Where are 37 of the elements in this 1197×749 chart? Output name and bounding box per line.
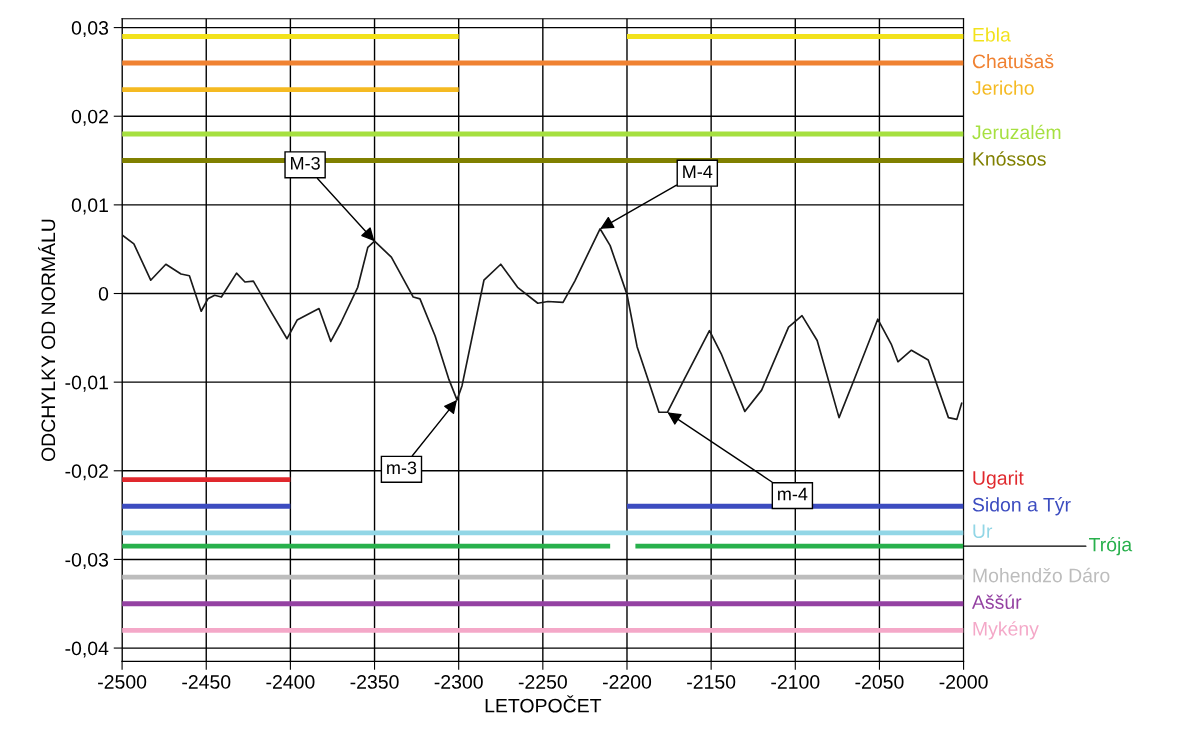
y-tick-label: -0,02 (65, 464, 108, 481)
text: Ugarit (973, 470, 1024, 489)
annotation: m-4 (778, 487, 808, 501)
x-axis-title: LETOPOČET (485, 695, 602, 713)
annotation: m-3 (387, 461, 417, 475)
annotation: M-4 (683, 165, 713, 178)
y-tick-label: -0,04 (65, 641, 109, 658)
series-label: Knóssos (973, 151, 1046, 166)
y-tick-label: -0,03 (65, 552, 109, 569)
series-label: Ebla (973, 27, 1011, 42)
x-tick-label: -2150 (687, 675, 736, 689)
series-label: Mykény (973, 621, 1039, 640)
x-tick-label: -2100 (771, 675, 820, 689)
y-tick-label: 0,02 (71, 109, 108, 126)
y-tick-label: 0,01 (71, 198, 108, 215)
y-tick-label: 0,03 (71, 21, 109, 38)
y-tick-label: -0,01 (65, 375, 108, 392)
x-tick-label: -2400 (266, 675, 315, 689)
x-tick-label: -2450 (182, 675, 231, 689)
x-tick-label: -2250 (518, 675, 567, 689)
annotation: M-3 (291, 156, 320, 170)
x-tick-label: -2500 (98, 675, 147, 689)
series-label: Jeruzalém (972, 124, 1061, 140)
text: Trója (1089, 536, 1133, 556)
series-label: Sidon a Týr (972, 497, 1071, 516)
series-label: Mohendžo Dáro (973, 567, 1110, 583)
x-tick-label: -2000 (939, 675, 988, 689)
x-tick-label: -2050 (855, 675, 904, 689)
series-label: Ur (973, 524, 993, 539)
x-tick-label: -2350 (350, 675, 399, 689)
x-tick-label: -2300 (434, 675, 483, 689)
text: Jericho (972, 80, 1034, 95)
y-tick-label: 0 (98, 286, 109, 301)
series-label: Aššúr (971, 594, 1022, 609)
series-label: Chatušaš (972, 53, 1054, 69)
x-tick-label: -2200 (602, 675, 652, 689)
y-axis-title: ODCHYLKY OD NORMÁLU (38, 219, 56, 462)
